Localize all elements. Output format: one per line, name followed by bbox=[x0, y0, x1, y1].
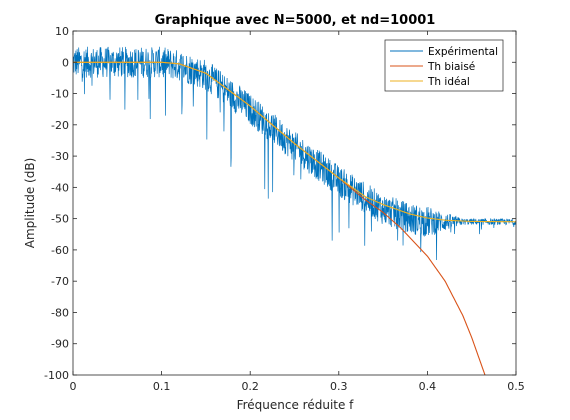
y-tick-label: -50 bbox=[51, 213, 69, 226]
x-axis-label: Fréquence réduite f bbox=[237, 398, 355, 412]
y-axis-label: Amplitude (dB) bbox=[23, 158, 37, 249]
series-line-th-id-al bbox=[73, 61, 516, 223]
x-tick-label: 0.5 bbox=[507, 380, 525, 393]
y-tick-label: -30 bbox=[51, 150, 69, 163]
series-layer bbox=[73, 46, 516, 375]
x-tick-label: 0 bbox=[70, 380, 77, 393]
y-tick-label: -70 bbox=[51, 275, 69, 288]
y-tick-label: -60 bbox=[51, 244, 69, 257]
y-tick-label: -40 bbox=[51, 181, 69, 194]
y-tick-label: -80 bbox=[51, 306, 69, 319]
legend-label: Th biaisé bbox=[427, 61, 475, 73]
chart-title: Graphique avec N=5000, et nd=10001 bbox=[155, 13, 436, 28]
series-line-exp-rimental bbox=[73, 46, 516, 260]
legend-label: Th idéal bbox=[427, 76, 470, 88]
ticks-layer: 0 0.1 0.2 0.3 0.4 0.5 10 0 -10 -20 -30 -40 -50 -60 -70… bbox=[44, 25, 525, 393]
legend: Expérimental Th biaisé Th idéal bbox=[384, 39, 504, 92]
y-tick-label: 10 bbox=[55, 25, 69, 38]
y-tick-label: 0 bbox=[62, 56, 69, 69]
y-tick-label: -10 bbox=[51, 88, 69, 101]
x-tick-label: 0.1 bbox=[153, 380, 171, 393]
y-tick-label: -20 bbox=[51, 119, 69, 132]
axes-box bbox=[72, 30, 517, 376]
y-tick-label: -90 bbox=[51, 338, 69, 351]
legend-label: Expérimental bbox=[428, 46, 498, 58]
x-tick-label: 0.2 bbox=[241, 380, 259, 393]
x-tick-label: 0.4 bbox=[419, 380, 437, 393]
y-tick-label: -100 bbox=[44, 369, 69, 382]
x-tick-label: 0.3 bbox=[330, 380, 348, 393]
